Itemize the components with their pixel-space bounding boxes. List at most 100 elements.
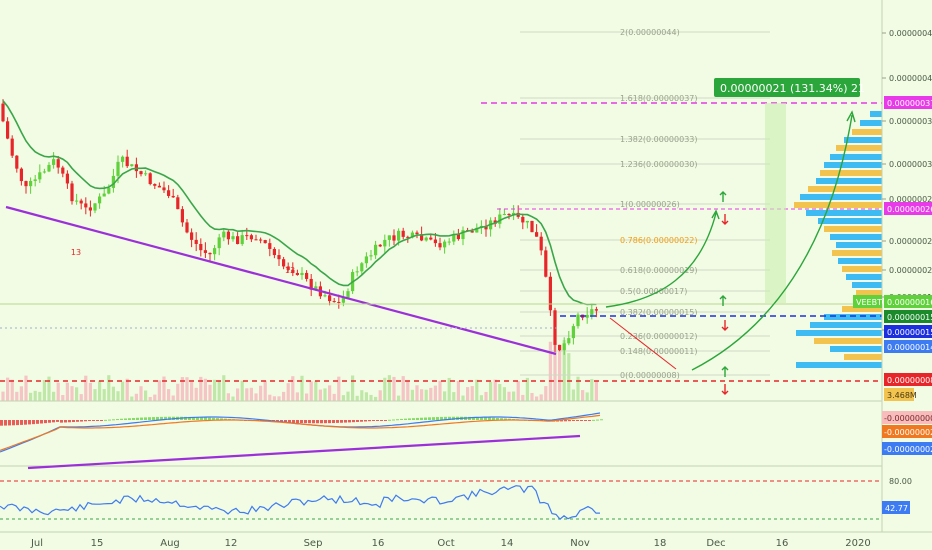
- volume-bar: [525, 377, 529, 401]
- macd-signal-line: [0, 414, 601, 451]
- macd-tag: [882, 411, 932, 424]
- candle-body: [323, 295, 327, 297]
- candle-body: [493, 220, 497, 224]
- volume-bar: [10, 379, 14, 401]
- arrow-head-icon: [711, 209, 720, 220]
- macd-histogram-bar: [8, 420, 11, 426]
- price-tag: [884, 96, 932, 109]
- volume-bar: [438, 380, 442, 401]
- candle-body: [15, 155, 19, 169]
- volume-bar: [19, 386, 23, 401]
- macd-histogram-bar: [188, 416, 191, 420]
- candle-body: [10, 138, 14, 156]
- macd-histogram-bar: [328, 420, 331, 424]
- macd-histogram-bar: [472, 416, 475, 420]
- macd-histogram-bar: [208, 417, 211, 420]
- candle-body: [438, 243, 442, 248]
- volume-bar: [1, 391, 5, 401]
- macd-histogram-bar: [160, 416, 163, 420]
- arrow-up-icon: [721, 366, 729, 377]
- td-label: 13: [285, 266, 295, 275]
- candle-body: [56, 159, 60, 168]
- volume-bar: [190, 382, 194, 401]
- macd-histogram-bar: [396, 419, 399, 421]
- macd-histogram-bar: [108, 419, 111, 421]
- projection-arrow-large: [691, 114, 853, 371]
- volume-bar: [553, 342, 557, 401]
- volume-profile-bar: [808, 186, 882, 192]
- volume-bar: [277, 396, 281, 401]
- volume-bar: [502, 387, 506, 401]
- price-tags: 0.00000037 0.00000026 VEEBTC 0.00000016 0.00…: [853, 96, 932, 401]
- volume-bar: [466, 387, 470, 401]
- candle-body: [567, 338, 571, 344]
- rsi-axis-tags: 80.00 42.77: [882, 477, 912, 514]
- arrow-up-icon: [719, 191, 727, 202]
- fib-label: 0.382(0.00000015): [620, 308, 698, 317]
- candle-body: [185, 222, 189, 233]
- volume-bar: [171, 395, 175, 401]
- volume-bar: [512, 391, 516, 401]
- macd-histogram-bar: [116, 419, 119, 421]
- volume-bar: [236, 388, 240, 401]
- candle-body: [383, 239, 387, 247]
- macd-histogram-bar: [496, 417, 499, 420]
- volume-bar: [401, 376, 405, 401]
- volume-bar: [364, 392, 368, 401]
- candle-body: [268, 243, 272, 249]
- volume-bar: [470, 386, 474, 401]
- candle-body: [594, 309, 598, 311]
- candle-body: [525, 220, 529, 223]
- volume-bar: [544, 386, 548, 401]
- macd-histogram-bar: [440, 416, 443, 420]
- fib-label: 1.382(0.00000033): [620, 135, 698, 144]
- candle-body: [88, 207, 92, 211]
- macd-pane[interactable]: [0, 412, 603, 470]
- candle-body: [245, 235, 249, 237]
- volume-bar: [70, 386, 74, 401]
- rsi-pane[interactable]: [0, 480, 882, 520]
- macd-tag: [882, 442, 932, 455]
- candle-body: [79, 200, 83, 204]
- price-pane[interactable]: 2(0.00000044) 1.618(0.00000037) 1.382(0.00…: [0, 28, 882, 401]
- volume-bar: [562, 340, 566, 401]
- candle-body: [590, 309, 594, 315]
- volume-bar: [56, 382, 60, 401]
- rsi-line: [0, 485, 600, 520]
- volume-bar: [167, 389, 171, 401]
- candle-body: [38, 172, 42, 180]
- macd-histogram-bar: [372, 420, 375, 421]
- candle-body: [585, 314, 589, 318]
- macd-histogram-bar: [492, 417, 495, 420]
- volume-bar: [98, 380, 102, 401]
- macd-histogram-bar: [340, 420, 343, 423]
- volume-bar: [548, 341, 552, 401]
- candle-body: [19, 168, 23, 182]
- candle-body: [328, 295, 332, 302]
- price-tag-label: 0.00000015: [887, 313, 932, 322]
- volume-bar: [567, 353, 571, 401]
- candle-body: [98, 196, 102, 204]
- macd-histogram-bar: [0, 420, 3, 426]
- time-tick-label: 14: [501, 538, 514, 549]
- td-count-labels: 13 13: [71, 248, 295, 275]
- volume-bar: [489, 381, 493, 401]
- projection-arrow-small: [605, 212, 717, 308]
- candle-body: [1, 103, 5, 122]
- macd-histogram-bar: [376, 420, 379, 421]
- price-tick-label: 0.00000031: [889, 160, 932, 169]
- candle-body: [272, 248, 276, 256]
- candle-body: [548, 276, 552, 311]
- price-axis[interactable]: [882, 0, 932, 550]
- price-tick-label: 0.00000027: [889, 195, 932, 204]
- macd-histogram-bar: [360, 420, 363, 422]
- candle-body: [65, 173, 69, 184]
- arrow-down-icon: [721, 214, 729, 225]
- fib-label: 1.236(0.00000030): [620, 160, 698, 169]
- macd-histogram-bar: [32, 420, 35, 425]
- volume-profile-bar: [814, 338, 882, 344]
- macd-axis-tags: -0.00000000 -0.00000002 -0.00000002: [882, 411, 932, 455]
- candle-body: [429, 237, 433, 240]
- volume-bar: [139, 386, 143, 401]
